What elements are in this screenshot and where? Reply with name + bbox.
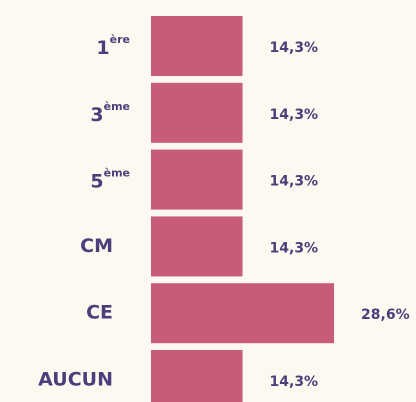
value-label: 14,3%: [270, 107, 319, 123]
category-label: 3ème: [90, 100, 130, 126]
category-label: AUCUN: [38, 369, 113, 391]
bar: [151, 283, 335, 344]
bar: [151, 149, 243, 210]
bar: [151, 82, 243, 143]
category-label: CM: [80, 235, 113, 257]
bar: [151, 16, 243, 76]
category-label: 5ème: [90, 167, 130, 193]
value-label: 14,3%: [270, 40, 319, 56]
category-label: 1ère: [96, 33, 130, 59]
bar: [151, 216, 243, 277]
value-label: 14,3%: [270, 174, 319, 190]
value-label: 28,6%: [361, 307, 410, 323]
category-label: CE: [86, 302, 113, 324]
value-label: 14,3%: [270, 374, 319, 390]
value-label: 14,3%: [270, 240, 319, 256]
bar: [151, 350, 243, 402]
